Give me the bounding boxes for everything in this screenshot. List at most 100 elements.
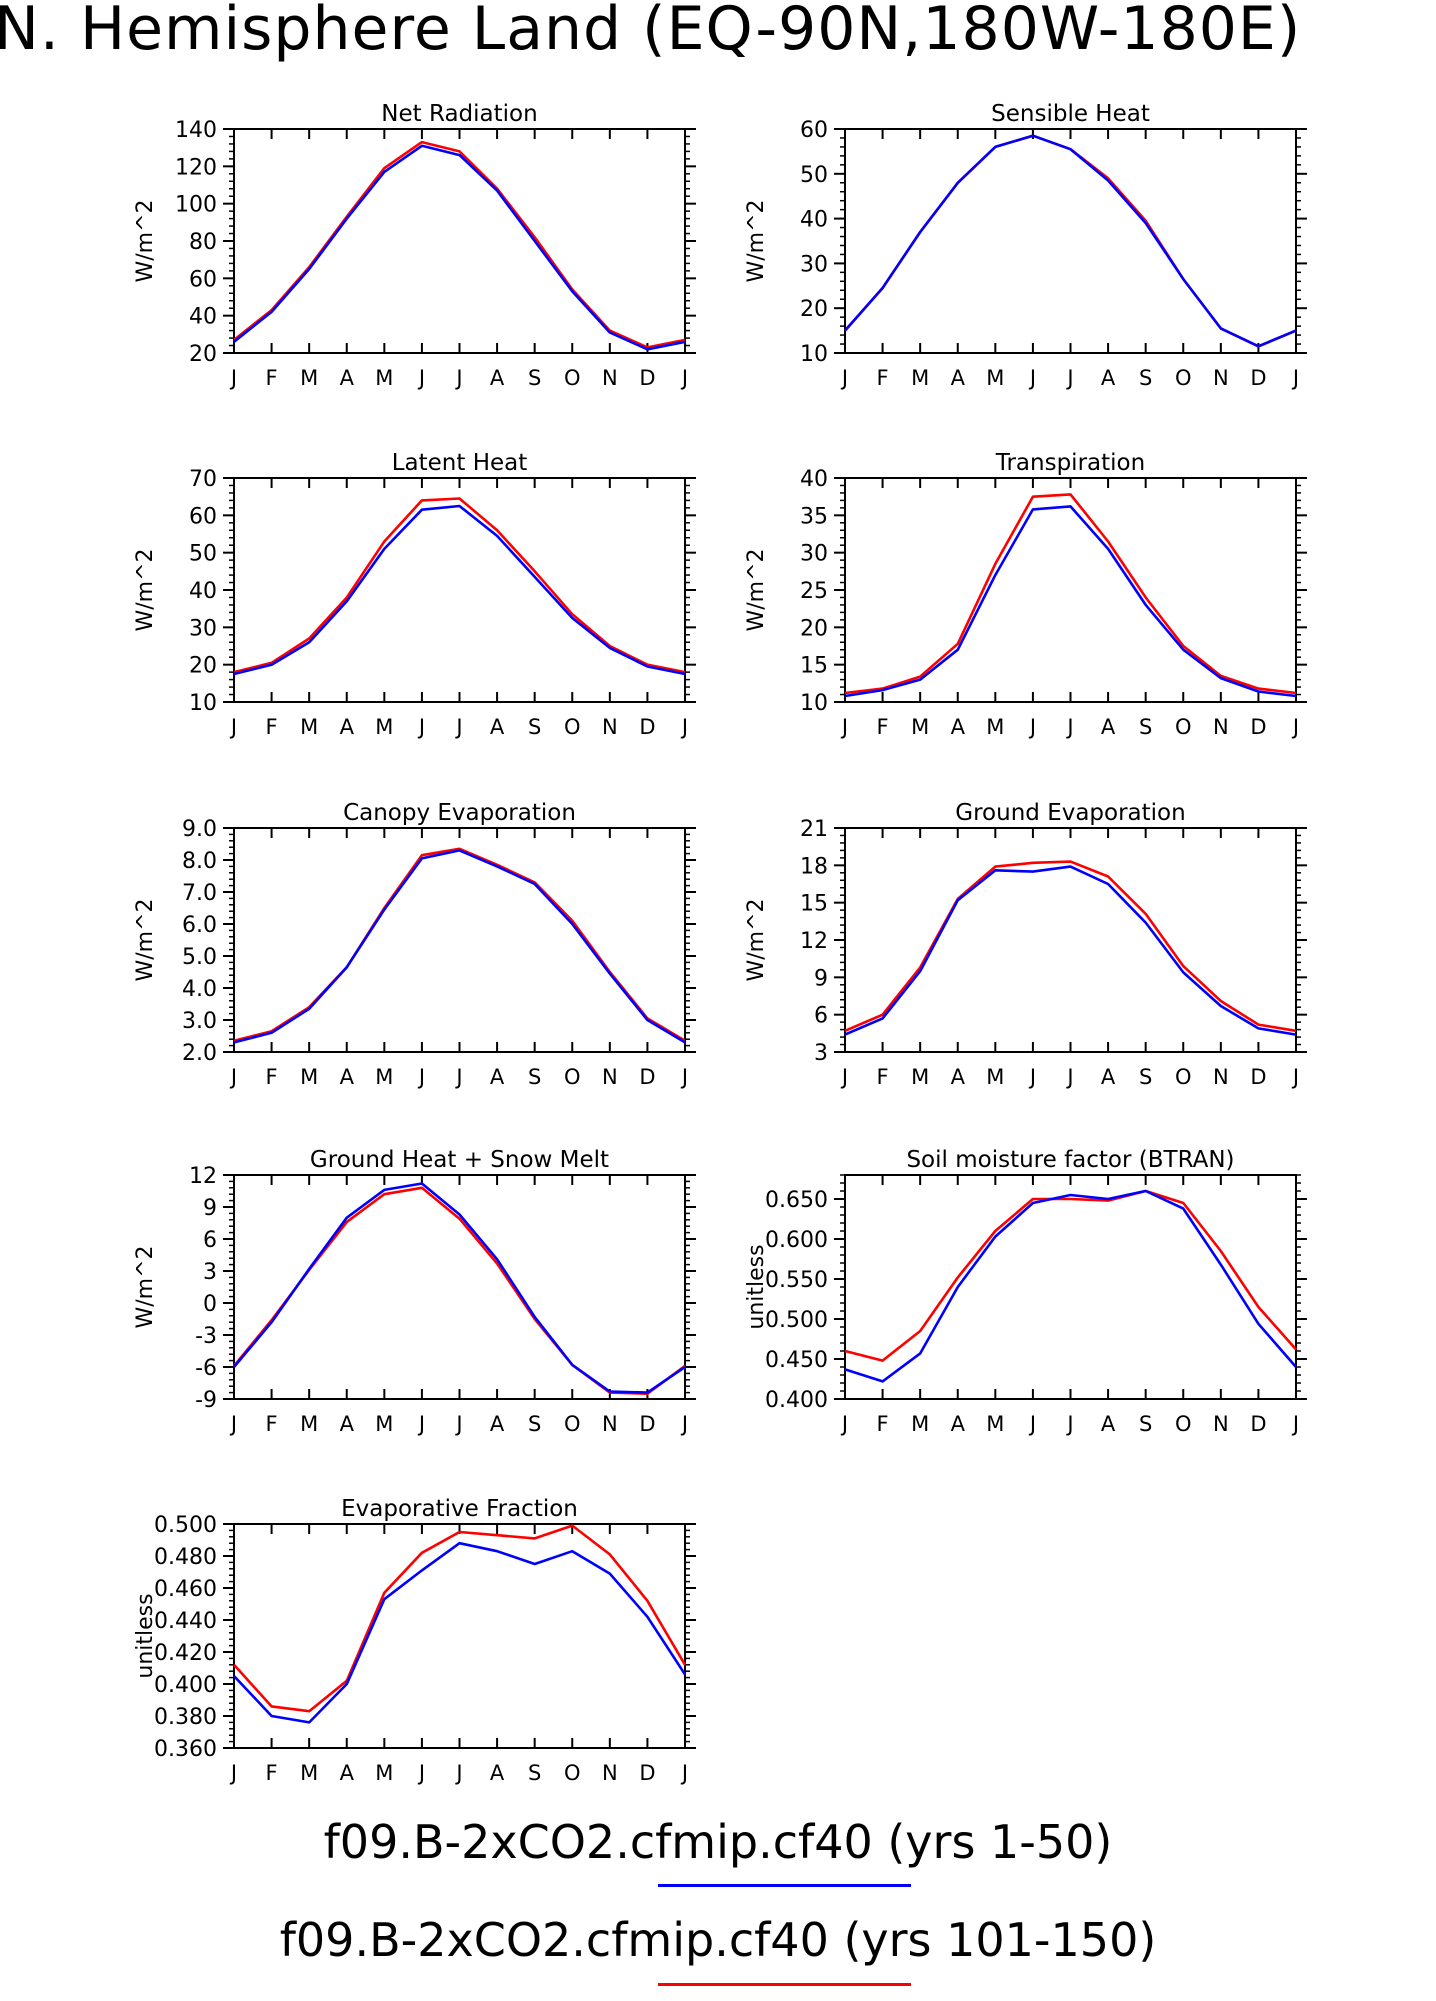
y-tick-label: 40 <box>189 579 217 604</box>
x-tick-label: J <box>680 1412 688 1436</box>
x-tick-label: M <box>375 1761 393 1785</box>
y-tick-label: 2.0 <box>182 1041 217 1066</box>
plot-frame <box>233 1523 686 1749</box>
y-tick-label: 0.600 <box>765 1228 828 1253</box>
chart-title: Sensible Heat <box>991 101 1150 127</box>
y-tick-label: 6.0 <box>182 913 217 938</box>
x-tick-label: S <box>1139 1412 1152 1436</box>
y-tick-label: 12 <box>800 929 828 954</box>
chart-title: Evaporative Fraction <box>341 1496 578 1522</box>
x-tick-label: M <box>300 715 318 739</box>
x-tick-label: D <box>639 366 655 390</box>
x-tick-label: J <box>1065 366 1073 390</box>
x-tick-label: A <box>340 1412 355 1436</box>
plot-frame <box>233 477 686 703</box>
x-tick-label: O <box>564 1412 581 1436</box>
y-tick-label: 15 <box>800 654 828 679</box>
chart-title: Canopy Evaporation <box>343 800 576 826</box>
y-tick-label: 60 <box>800 118 828 143</box>
x-tick-label: A <box>490 715 505 739</box>
chart-title: Soil moisture factor (BTRAN) <box>906 1147 1234 1173</box>
y-tick-label: 35 <box>800 504 828 529</box>
x-tick-label: S <box>1139 715 1152 739</box>
x-tick-label: J <box>1065 1412 1073 1436</box>
x-tick-label: A <box>1101 715 1116 739</box>
x-tick-label: A <box>951 366 966 390</box>
figure-title: N. Hemisphere Land (EQ-90N,180W-180E) <box>0 0 1302 64</box>
series-line-1 <box>232 1186 686 1395</box>
x-tick-label: J <box>1291 715 1299 739</box>
y-tick-label: 30 <box>189 616 217 641</box>
y-tick-label: 40 <box>800 208 828 233</box>
x-tick-label: J <box>229 366 237 390</box>
x-tick-label: N <box>602 1412 618 1436</box>
x-tick-label: J <box>840 366 848 390</box>
x-tick-label: N <box>602 366 618 390</box>
x-tick-label: A <box>951 1065 966 1089</box>
y-tick-label: 0.400 <box>154 1673 217 1698</box>
y-tick-label: 40 <box>800 467 828 492</box>
chart-title: Ground Heat + Snow Melt <box>310 1147 609 1173</box>
series-line-2 <box>233 504 686 676</box>
y-axis-label: W/m^2 <box>133 548 158 631</box>
x-tick-label: F <box>266 366 278 390</box>
y-tick-label: 20 <box>189 342 217 367</box>
y-axis-label: W/m^2 <box>133 1245 158 1328</box>
series-line-2 <box>233 1541 687 1724</box>
series-line-2 <box>233 849 686 1044</box>
x-tick-label: M <box>986 1412 1004 1436</box>
y-tick-label: 0.450 <box>765 1348 828 1373</box>
y-axis-label: W/m^2 <box>133 898 158 981</box>
y-axis-label: unitless <box>744 1244 769 1329</box>
x-tick-label: M <box>375 366 393 390</box>
chart-title: Ground Evaporation <box>955 800 1185 826</box>
y-tick-label: 0.400 <box>765 1388 828 1413</box>
y-tick-label: 100 <box>175 193 217 218</box>
x-tick-label: D <box>1250 715 1266 739</box>
y-tick-label: 40 <box>189 305 217 330</box>
y-tick-label: 7.0 <box>182 881 217 906</box>
x-tick-label: M <box>911 1065 929 1089</box>
x-tick-label: M <box>375 1065 393 1089</box>
y-tick-label: 0.380 <box>154 1705 217 1730</box>
plot-frame <box>844 1174 1297 1400</box>
x-tick-label: J <box>454 1412 462 1436</box>
x-tick-label: J <box>454 1065 462 1089</box>
x-tick-label: D <box>1250 366 1266 390</box>
y-tick-label: 4.0 <box>182 977 217 1002</box>
x-tick-label: N <box>1213 1412 1229 1436</box>
x-tick-label: J <box>1065 1065 1073 1089</box>
plot-frame <box>233 128 686 354</box>
x-tick-label: J <box>417 715 425 739</box>
y-tick-label: 0.440 <box>154 1609 217 1634</box>
x-tick-label: J <box>1291 366 1299 390</box>
x-tick-label: A <box>340 715 355 739</box>
x-tick-label: J <box>1028 715 1036 739</box>
y-tick-label: 30 <box>800 252 828 277</box>
y-tick-label: 0.420 <box>154 1641 217 1666</box>
x-tick-label: J <box>1028 1065 1036 1089</box>
y-axis-label: W/m^2 <box>744 898 769 981</box>
x-tick-label: S <box>1139 366 1152 390</box>
x-tick-label: J <box>229 1412 237 1436</box>
x-tick-label: A <box>951 1412 966 1436</box>
y-tick-label: 20 <box>189 654 217 679</box>
x-tick-label: O <box>564 366 581 390</box>
y-axis-label: W/m^2 <box>744 548 769 631</box>
x-tick-label: J <box>454 1761 462 1785</box>
plot-frame <box>844 477 1297 703</box>
x-tick-label: J <box>840 715 848 739</box>
x-tick-label: A <box>490 1412 505 1436</box>
x-tick-label: J <box>1028 1412 1036 1436</box>
x-tick-label: M <box>300 366 318 390</box>
x-tick-label: M <box>911 1412 929 1436</box>
x-tick-label: D <box>639 715 655 739</box>
y-tick-label: 0.360 <box>154 1737 217 1762</box>
x-tick-label: J <box>680 715 688 739</box>
x-tick-label: F <box>877 1065 889 1089</box>
series-line-1 <box>233 497 686 674</box>
